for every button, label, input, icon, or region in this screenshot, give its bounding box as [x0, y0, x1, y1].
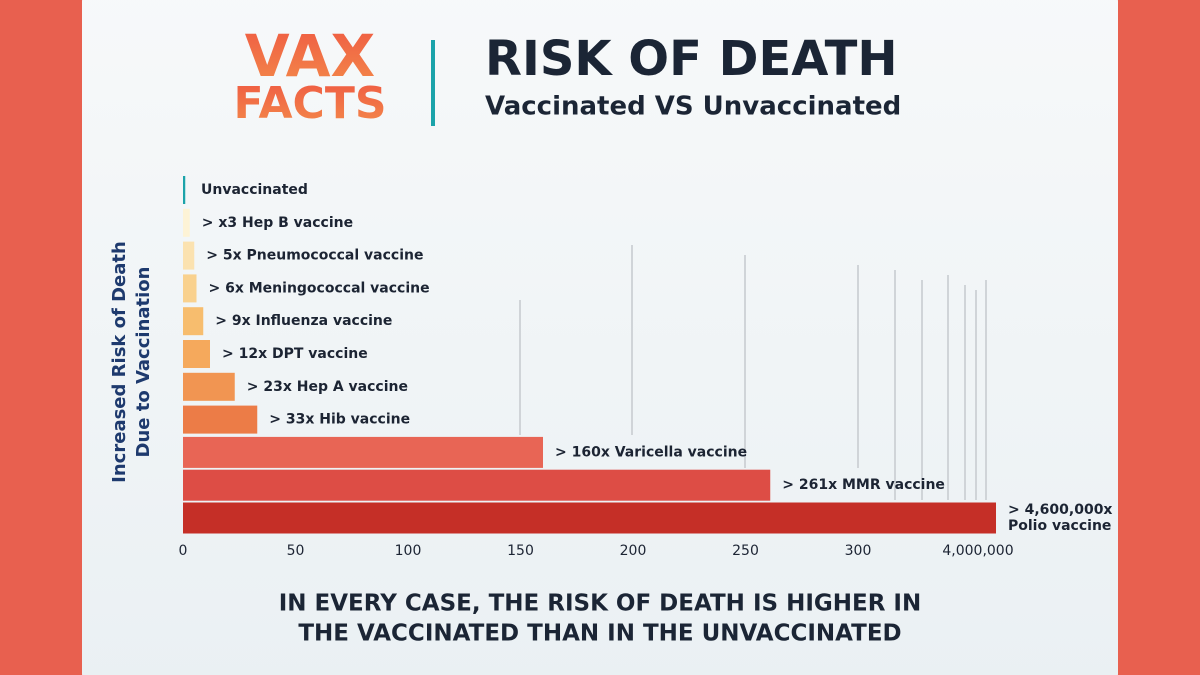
x-tick-label: 50: [287, 543, 305, 559]
bar: [183, 208, 190, 237]
bar-label: > 23x Hep A vaccine: [247, 379, 408, 395]
chart-title: RISK OF DEATH: [485, 31, 898, 87]
y-label-line: Increased Risk of Death: [109, 241, 130, 483]
x-tick-label: 250: [732, 543, 759, 559]
logo: VAX: [245, 22, 376, 90]
annotation: THE VACCINATED THAN IN THE UNVACCINATED: [298, 621, 901, 647]
bar-label: > 160x Varicella vaccine: [555, 444, 747, 460]
y-label: Increased Risk of Death Due to Vaccinati…: [109, 241, 154, 483]
logo: FACTS: [233, 78, 386, 129]
bar: [183, 469, 771, 501]
bar: [183, 372, 235, 401]
bar: [183, 340, 210, 368]
bar-label: > 5x Pneumococcal vaccine: [206, 248, 423, 264]
bar-label: > 4,600,000x: [1008, 502, 1112, 518]
bar-label: > 12x DPT vaccine: [222, 346, 368, 362]
bar-label: > 261x MMR vaccine: [782, 477, 945, 493]
x-tick-label: 300: [845, 543, 872, 559]
bar: [183, 274, 197, 303]
x-tick-label: 150: [507, 543, 534, 559]
decor-lines: [519, 245, 987, 500]
x-tick-label: 100: [395, 543, 422, 559]
x-tick-label: 0: [179, 543, 188, 559]
x-tick-label: 200: [620, 543, 647, 559]
bar-label: > 6x Meningococcal vaccine: [209, 280, 430, 296]
bar-label: Unvaccinated: [201, 182, 308, 198]
bar: [183, 405, 258, 434]
bar: [183, 502, 997, 534]
bar-label: > 33x Hib vaccine: [269, 412, 410, 428]
chart-subtitle: Vaccinated VS Unvaccinated: [485, 92, 901, 122]
annotation: IN EVERY CASE, THE RISK OF DEATH IS HIGH…: [279, 591, 922, 617]
bar: [183, 436, 543, 468]
bar: [183, 176, 186, 204]
bar-label: > x3 Hep B vaccine: [202, 215, 353, 231]
x-tick-label: 4,000,000: [942, 543, 1013, 559]
y-label-line: Due to Vaccination: [133, 267, 154, 458]
bar-label: > 9x Influenza vaccine: [215, 313, 392, 329]
bar-label: Polio vaccine: [1008, 518, 1111, 534]
bar: [183, 307, 204, 336]
bar: [183, 241, 195, 270]
